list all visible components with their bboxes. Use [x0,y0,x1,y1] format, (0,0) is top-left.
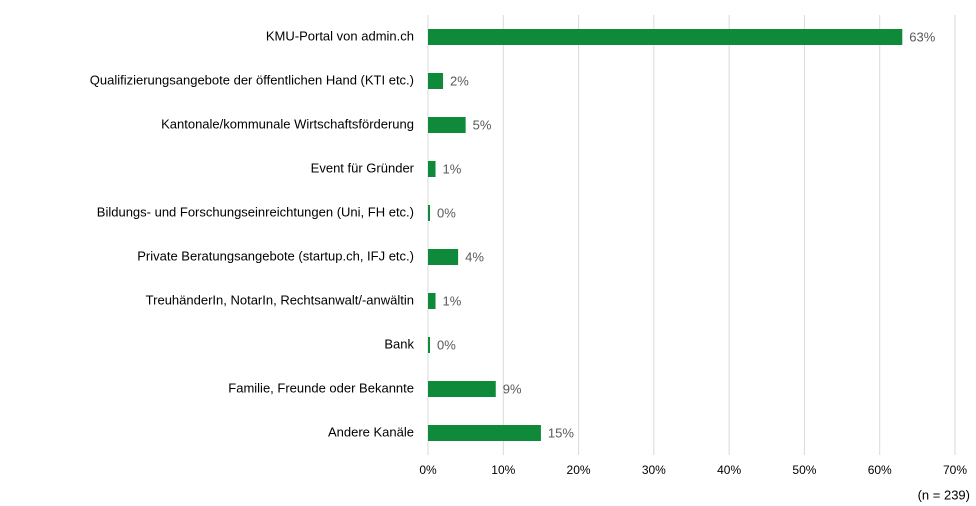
x-tick-label: 20% [567,463,591,477]
x-tick-label: 50% [792,463,816,477]
sample-note: (n = 239) [918,487,970,502]
y-tick-label: Familie, Freunde oder Bekannte [228,380,414,395]
y-tick-label: Andere Kanäle [328,424,414,439]
y-tick-label: Qualifizierungsangebote der öffentlichen… [90,72,414,87]
bar [428,117,466,133]
x-tick-label: 0% [419,463,437,477]
y-tick-label: Kantonale/kommunale Wirtschaftsförderung [161,116,414,131]
value-label: 0% [437,205,456,220]
bar [428,73,444,89]
bar [428,161,436,177]
y-tick-label: Bildungs- und Forschungseinreichtungen (… [97,204,414,219]
y-tick-label: TreuhänderIn, NotarIn, Rechtsanwalt/-anw… [146,292,414,307]
x-tick-label: 60% [868,463,892,477]
x-tick-label: 70% [943,463,967,477]
value-label: 2% [450,73,469,88]
bar [428,381,496,397]
bar [428,205,430,221]
value-label: 9% [503,381,522,396]
y-tick-label: Private Beratungsangebote (startup.ch, I… [137,248,414,263]
bar [428,293,436,309]
x-tick-label: 30% [642,463,666,477]
bar [428,29,903,45]
x-tick-label: 10% [491,463,515,477]
x-tick-label: 40% [717,463,741,477]
bar [428,337,430,353]
y-tick-label: KMU-Portal von admin.ch [266,28,414,43]
y-tick-label: Bank [384,336,414,351]
value-label: 1% [443,293,462,308]
value-label: 63% [909,29,935,44]
value-label: 1% [443,161,462,176]
value-label: 5% [473,117,492,132]
y-tick-label: Event für Gründer [311,160,415,175]
value-label: 0% [437,337,456,352]
bar [428,249,459,265]
bar [428,425,541,441]
value-label: 15% [548,425,574,440]
value-label: 4% [465,249,484,264]
